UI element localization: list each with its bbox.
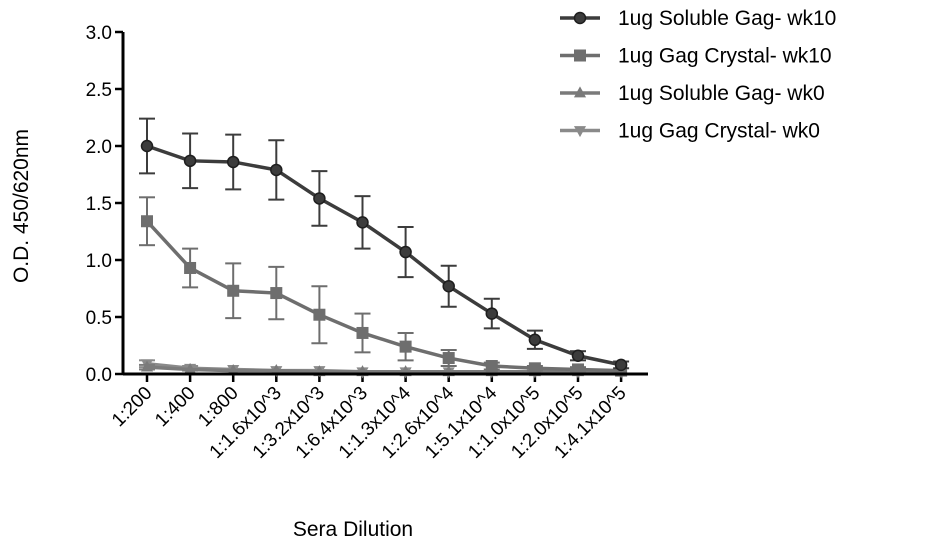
- y-tick-label: 1.0: [86, 251, 112, 272]
- y-tick-label: 2.5: [86, 80, 112, 101]
- marker-circle: [185, 155, 196, 166]
- marker-square: [185, 262, 196, 273]
- legend-label: 1ug Soluble Gag- wk10: [618, 7, 836, 30]
- marker-circle: [314, 193, 325, 204]
- series-circle: [139, 119, 629, 371]
- marker-square: [271, 288, 282, 299]
- x-axis-ticks: 1:2001:4001:8001:1.6x10^31:3.2x10^31:6.4…: [108, 374, 631, 463]
- legend-label: 1ug Soluble Gag- wk0: [618, 82, 825, 105]
- y-tick-label: 0.0: [86, 365, 112, 386]
- x-tick-label: 1:200: [108, 383, 156, 431]
- x-tick-label: 1:400: [151, 383, 199, 431]
- marker-square: [228, 285, 239, 296]
- legend-entry: 1ug Gag Crystal- wk0: [560, 120, 820, 143]
- legend-entry: 1ug Soluble Gag- wk0: [560, 82, 825, 105]
- marker-circle: [228, 156, 239, 167]
- marker-square: [529, 363, 540, 374]
- legend-label: 1ug Gag Crystal- wk0: [618, 120, 820, 143]
- marker-circle: [357, 217, 368, 228]
- x-axis-title: Sera Dilution: [293, 518, 413, 541]
- series-line: [147, 146, 621, 365]
- marker-circle: [486, 308, 497, 319]
- y-tick-label: 2.0: [86, 137, 112, 158]
- marker-circle: [400, 247, 411, 258]
- legend-label: 1ug Gag Crystal- wk10: [618, 45, 832, 68]
- legend: 1ug Soluble Gag- wk10 1ug Gag Crystal- wk…: [560, 7, 836, 143]
- marker-circle: [529, 334, 540, 345]
- y-tick-label: 1.5: [86, 194, 112, 215]
- y-tick-label: 0.5: [86, 308, 112, 329]
- series-line: [147, 221, 621, 370]
- y-axis-ticks: 0.0 0.5 1.0 1.5 2.0 2.5 3.0: [86, 23, 123, 386]
- marker-square: [357, 327, 368, 338]
- marker-square: [575, 50, 586, 61]
- marker-circle: [573, 350, 584, 361]
- marker-circle: [142, 141, 153, 152]
- marker-circle: [443, 281, 454, 292]
- marker-square: [142, 216, 153, 227]
- marker-circle: [575, 13, 586, 24]
- y-axis-title: O.D. 450/620nm: [10, 129, 33, 283]
- marker-square: [486, 361, 497, 372]
- marker-circle: [271, 164, 282, 175]
- marker-square: [400, 341, 411, 352]
- legend-entry: 1ug Soluble Gag- wk10: [560, 7, 836, 30]
- series-square: [139, 197, 627, 376]
- legend-entry: 1ug Gag Crystal- wk10: [560, 45, 832, 68]
- marker-circle: [616, 359, 627, 370]
- series-layer: [139, 119, 629, 379]
- marker-square: [314, 309, 325, 320]
- y-tick-label: 3.0: [86, 23, 112, 44]
- marker-square: [443, 353, 454, 364]
